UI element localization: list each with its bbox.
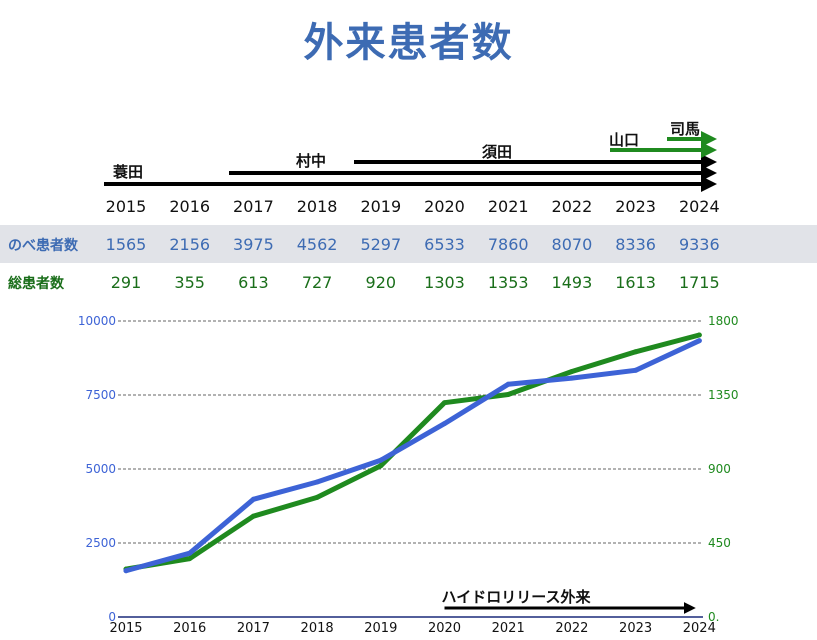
data-point-total-patients (633, 349, 639, 355)
data-point-total-patients (378, 463, 384, 469)
total-visits-cell: 5297 (360, 235, 402, 254)
x-tick-label: 2024 (683, 621, 716, 636)
data-point-total-visits (314, 479, 320, 485)
year-header: 2023 (615, 197, 656, 216)
x-tick-label: 2021 (492, 621, 525, 636)
total-patients-cell: 920 (365, 273, 397, 292)
staff-name-label: 山口 (609, 131, 639, 149)
staff-name-label: 蓑田 (112, 163, 143, 181)
total-visits-cell: 6533 (424, 235, 465, 254)
total-visits-cell: 7860 (487, 235, 529, 254)
data-point-total-visits (696, 338, 702, 344)
total-patients-cell: 1303 (424, 273, 465, 292)
data-point-total-visits (378, 457, 384, 463)
series-line-total-patients (123, 332, 702, 572)
row-label-total-patients: 総患者数 (8, 276, 64, 292)
year-header: 2022 (551, 197, 593, 216)
total-patients-cell: 1353 (487, 273, 529, 292)
year-header: 2018 (296, 197, 338, 216)
annotation-label: ハイドロリリース外来 (442, 588, 592, 606)
page-title: 外来患者数 (303, 20, 514, 66)
total-patients-cell: 1493 (551, 273, 593, 292)
data-point-total-visits (250, 496, 256, 502)
x-tick-label: 2019 (364, 621, 397, 636)
total-visits-cell: 8336 (615, 235, 656, 254)
x-tick-label: 2016 (173, 621, 206, 636)
y-left-tick-label: 0 (108, 610, 116, 624)
total-patients-cell: 727 (301, 273, 333, 292)
data-point-total-patients (442, 400, 447, 406)
total-visits-cell: 2156 (169, 235, 211, 254)
y-left-tick-label: 2500 (85, 536, 116, 550)
x-tick-label: 2015 (109, 621, 142, 636)
total-visits-cell: 4562 (296, 235, 338, 254)
total-patients-cell: 355 (174, 273, 205, 292)
y-right-tick-label: 450 (708, 536, 731, 550)
year-header: 2017 (233, 197, 274, 216)
data-point-total-patients (696, 332, 702, 338)
y-left-tick-label: 10000 (78, 314, 116, 328)
total-patients-cell: 613 (238, 273, 269, 292)
data-point-total-patients (505, 392, 511, 397)
total-visits-cell: 3975 (233, 235, 274, 254)
year-header: 2019 (360, 197, 402, 216)
y-right-tick-label: 900 (708, 462, 731, 476)
y-left-tick-label: 7500 (85, 388, 116, 402)
year-header: 2016 (169, 197, 211, 216)
data-point-total-patients (314, 494, 320, 500)
data-point-total-patients (250, 513, 256, 519)
y-right-tick-label: 0. (708, 610, 719, 624)
data-point-total-visits (187, 550, 193, 556)
data-point-total-visits (569, 375, 575, 381)
x-tick-label: 2020 (428, 621, 461, 636)
line-chart: 0 0. 2500 450 5000 900 7500 1350 10000 1800 2015 20… (78, 314, 739, 636)
table-highlight-band (0, 225, 817, 263)
year-header: 2021 (487, 197, 529, 216)
x-tick-label: 2018 (301, 621, 334, 636)
data-point-total-patients (187, 556, 193, 562)
year-header: 2020 (424, 197, 465, 216)
y-left-tick-label: 5000 (85, 462, 116, 476)
total-visits-cell: 8070 (551, 235, 593, 254)
total-visits-cell: 9336 (678, 235, 720, 254)
x-tick-label: 2023 (619, 621, 652, 636)
staff-name-label: 司馬 (670, 120, 700, 138)
data-point-total-visits (505, 381, 511, 387)
staff-name-label: 須田 (481, 143, 512, 161)
data-point-total-patients (569, 369, 575, 374)
data-point-total-visits (442, 421, 447, 427)
total-patients-cell: 1613 (615, 273, 656, 292)
x-tick-label: 2022 (555, 621, 588, 636)
series-line-total-visits (123, 338, 702, 574)
staff-timeline: 蓑田 村中 須田 山口 司馬 (104, 120, 717, 192)
data-point-total-visits (123, 568, 129, 574)
data-point-total-visits (633, 367, 639, 373)
y-right-tick-label: 1350 (708, 388, 739, 402)
staff-name-label: 村中 (296, 152, 326, 170)
year-header: 2015 (105, 197, 147, 216)
year-header: 2024 (678, 197, 720, 216)
x-tick-label: 2017 (237, 621, 270, 636)
y-right-tick-label: 1800 (708, 314, 739, 328)
total-visits-cell: 1565 (105, 235, 147, 254)
total-patients-cell: 1715 (678, 273, 720, 292)
total-patients-cell: 291 (110, 273, 142, 292)
row-label-total-visits: のべ患者数 (8, 238, 78, 254)
